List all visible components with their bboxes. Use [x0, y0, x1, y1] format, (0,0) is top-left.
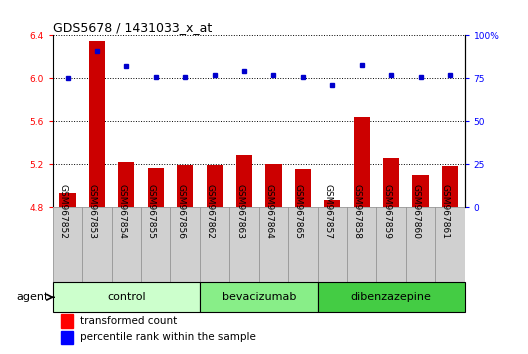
Text: GSM967852: GSM967852	[59, 184, 68, 239]
Text: GSM967856: GSM967856	[176, 183, 185, 239]
Bar	[412, 175, 429, 207]
Text: GSM967863: GSM967863	[235, 183, 244, 239]
Bar	[206, 165, 223, 207]
Bar	[200, 282, 317, 312]
Text: GSM967860: GSM967860	[411, 183, 420, 239]
Bar	[111, 207, 141, 282]
Bar	[60, 193, 76, 207]
Bar	[442, 166, 458, 207]
Bar	[435, 207, 465, 282]
Text: GSM967853: GSM967853	[88, 183, 97, 239]
Bar	[317, 282, 465, 312]
Bar	[259, 207, 288, 282]
Text: GSM967861: GSM967861	[441, 183, 450, 239]
Text: GDS5678 / 1431033_x_at: GDS5678 / 1431033_x_at	[53, 21, 212, 34]
Text: GSM967854: GSM967854	[117, 184, 126, 239]
Text: dibenzazepine: dibenzazepine	[351, 292, 431, 302]
Bar	[406, 207, 435, 282]
Text: GSM967864: GSM967864	[265, 184, 274, 239]
Bar	[177, 165, 193, 207]
Bar	[266, 164, 281, 207]
Bar	[171, 207, 200, 282]
Text: GSM967862: GSM967862	[205, 184, 214, 239]
Bar	[82, 207, 111, 282]
Bar	[148, 167, 164, 207]
Bar	[229, 207, 259, 282]
Text: transformed count: transformed count	[80, 316, 177, 326]
Bar	[347, 207, 376, 282]
Text: percentile rank within the sample: percentile rank within the sample	[80, 332, 256, 342]
Bar	[200, 207, 229, 282]
Text: GSM967859: GSM967859	[382, 183, 391, 239]
Bar	[118, 162, 135, 207]
Text: GSM967857: GSM967857	[323, 183, 332, 239]
Text: agent: agent	[16, 292, 49, 302]
Text: control: control	[107, 292, 146, 302]
Bar	[141, 207, 171, 282]
Bar	[236, 155, 252, 207]
Text: GSM967865: GSM967865	[294, 183, 303, 239]
Text: GSM967858: GSM967858	[353, 183, 362, 239]
Bar	[295, 169, 311, 207]
Bar	[61, 331, 73, 344]
Text: GSM967855: GSM967855	[147, 183, 156, 239]
Bar	[89, 41, 105, 207]
Bar	[324, 200, 341, 207]
Text: bevacizumab: bevacizumab	[222, 292, 296, 302]
Bar	[317, 207, 347, 282]
Bar	[61, 314, 73, 328]
Bar	[383, 158, 399, 207]
Bar	[53, 282, 200, 312]
Bar	[288, 207, 317, 282]
Bar	[376, 207, 406, 282]
Bar	[354, 117, 370, 207]
Bar	[53, 207, 82, 282]
